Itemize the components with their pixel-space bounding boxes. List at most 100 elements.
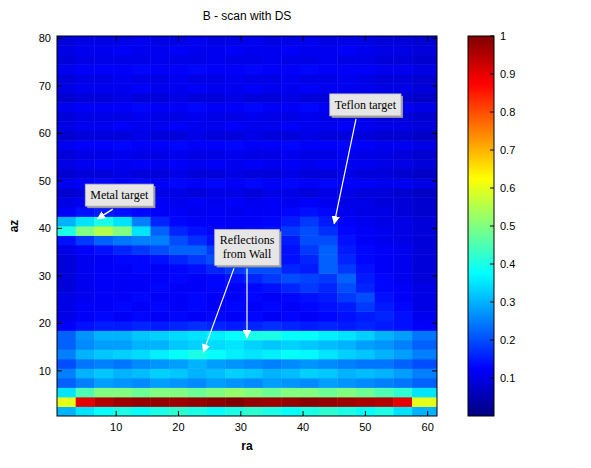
heatmap-cell bbox=[300, 359, 319, 369]
heatmap-cell bbox=[319, 150, 338, 160]
heatmap-cell bbox=[169, 397, 188, 407]
heatmap-cell bbox=[225, 350, 244, 360]
heatmap-cell bbox=[150, 378, 169, 388]
heatmap-cell bbox=[188, 255, 207, 265]
y-tick-right bbox=[432, 370, 437, 371]
heatmap-cell bbox=[356, 255, 375, 265]
heatmap-cell bbox=[263, 340, 282, 350]
heatmap-cell bbox=[300, 179, 319, 189]
heatmap-cell bbox=[113, 312, 132, 322]
heatmap-cell bbox=[319, 283, 338, 293]
heatmap-cell bbox=[244, 359, 263, 369]
heatmap-cell bbox=[57, 274, 76, 284]
heatmap-cell bbox=[412, 274, 437, 284]
heatmap-cell bbox=[225, 302, 244, 312]
heatmap-cell bbox=[76, 207, 95, 217]
heatmap-cell bbox=[412, 179, 437, 189]
heatmap-cell bbox=[319, 122, 338, 132]
heatmap-cell bbox=[393, 350, 412, 360]
heatmap-cell bbox=[356, 293, 375, 303]
colorbar-tick bbox=[490, 150, 494, 151]
heatmap-cell bbox=[207, 359, 226, 369]
heatmap-cell bbox=[150, 312, 169, 322]
heatmap-cell bbox=[319, 169, 338, 179]
heatmap-cell bbox=[337, 264, 356, 274]
heatmap-cell bbox=[188, 312, 207, 322]
heatmap-cell bbox=[244, 397, 263, 407]
heatmap-cell bbox=[412, 122, 437, 132]
heatmap-cell bbox=[113, 302, 132, 312]
heatmap-cell bbox=[412, 407, 437, 417]
heatmap-cell bbox=[188, 264, 207, 274]
heatmap-cell bbox=[263, 36, 282, 46]
heatmap-cell bbox=[188, 131, 207, 141]
heatmap-cell bbox=[113, 55, 132, 65]
heatmap-cell bbox=[319, 340, 338, 350]
heatmap-cell bbox=[412, 74, 437, 84]
heatmap-cell bbox=[375, 264, 394, 274]
heatmap-cell bbox=[57, 293, 76, 303]
heatmap-cell bbox=[132, 340, 151, 350]
heatmap-cell bbox=[281, 302, 300, 312]
colorbar-tick-label: 0.4 bbox=[500, 258, 515, 270]
heatmap-cell bbox=[300, 74, 319, 84]
heatmap-cell bbox=[169, 160, 188, 170]
y-tick bbox=[57, 180, 62, 181]
heatmap-cell bbox=[356, 321, 375, 331]
heatmap-cell bbox=[244, 388, 263, 398]
heatmap-cell bbox=[94, 93, 113, 103]
heatmap-cell bbox=[319, 359, 338, 369]
heatmap-cell bbox=[375, 283, 394, 293]
heatmap-cell bbox=[337, 312, 356, 322]
heatmap-cell bbox=[113, 65, 132, 75]
heatmap-cell bbox=[169, 255, 188, 265]
heatmap-cell bbox=[57, 388, 76, 398]
heatmap-cell bbox=[412, 321, 437, 331]
heatmap-cell bbox=[356, 122, 375, 132]
heatmap-cell bbox=[132, 350, 151, 360]
heatmap-cell bbox=[263, 293, 282, 303]
heatmap-cell bbox=[412, 378, 437, 388]
heatmap-cell bbox=[300, 340, 319, 350]
heatmap-cell bbox=[94, 55, 113, 65]
heatmap-cell bbox=[132, 397, 151, 407]
heatmap-cell bbox=[94, 321, 113, 331]
heatmap-cell bbox=[375, 169, 394, 179]
heatmap-cell bbox=[76, 217, 95, 227]
heatmap-cell bbox=[132, 150, 151, 160]
heatmap-cell bbox=[188, 46, 207, 56]
heatmap-cell bbox=[300, 331, 319, 341]
heatmap-cell bbox=[94, 169, 113, 179]
heatmap-cell bbox=[132, 93, 151, 103]
heatmap-cell bbox=[356, 179, 375, 189]
heatmap-cell bbox=[169, 198, 188, 208]
heatmap-cell bbox=[169, 388, 188, 398]
heatmap-cell bbox=[132, 131, 151, 141]
heatmap-cell bbox=[337, 169, 356, 179]
x-tick bbox=[116, 411, 117, 416]
heatmap-cell bbox=[94, 340, 113, 350]
heatmap-cell bbox=[281, 198, 300, 208]
y-tick-label: 30 bbox=[39, 270, 51, 282]
x-tick-top bbox=[178, 36, 179, 41]
heatmap-cell bbox=[225, 198, 244, 208]
heatmap-cell bbox=[76, 84, 95, 94]
heatmap-cell bbox=[375, 179, 394, 189]
heatmap-cell bbox=[263, 131, 282, 141]
heatmap-cell bbox=[319, 74, 338, 84]
heatmap-cell bbox=[356, 274, 375, 284]
heatmap-cell bbox=[393, 359, 412, 369]
heatmap-cell bbox=[207, 378, 226, 388]
heatmap-cell bbox=[132, 103, 151, 113]
heatmap-cell bbox=[113, 46, 132, 56]
heatmap-cell bbox=[281, 340, 300, 350]
heatmap-cell bbox=[76, 331, 95, 341]
heatmap-cell bbox=[113, 331, 132, 341]
annotation-arrow bbox=[334, 119, 356, 224]
heatmap-cell bbox=[225, 141, 244, 151]
heatmap-cell bbox=[169, 407, 188, 417]
heatmap-cell bbox=[188, 93, 207, 103]
heatmap-cell bbox=[337, 141, 356, 151]
heatmap-cell bbox=[94, 388, 113, 398]
heatmap-cell bbox=[76, 378, 95, 388]
